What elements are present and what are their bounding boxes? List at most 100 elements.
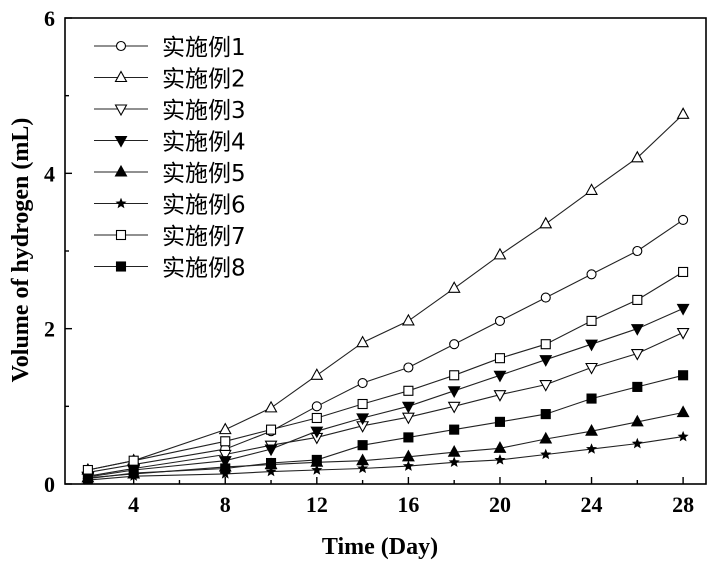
data-point xyxy=(494,249,505,259)
data-point xyxy=(312,402,321,411)
data-point xyxy=(404,363,413,372)
x-axis-title: Time (Day) xyxy=(322,534,438,560)
data-point xyxy=(495,354,504,363)
x-tick-label: 28 xyxy=(672,492,694,517)
y-tick-label: 2 xyxy=(44,317,55,342)
data-point xyxy=(404,386,413,395)
data-point xyxy=(678,304,689,314)
y-tick-label: 4 xyxy=(44,161,55,186)
data-point xyxy=(267,425,276,434)
series-line xyxy=(88,333,683,477)
legend-marker xyxy=(117,42,126,51)
data-point xyxy=(450,425,459,434)
legend-item: 实施例1 xyxy=(94,35,246,61)
legend-label: 实施例2 xyxy=(162,67,246,93)
legend-label: 实施例6 xyxy=(162,193,246,219)
data-point xyxy=(678,108,689,118)
series-line xyxy=(88,413,683,478)
data-point xyxy=(679,267,688,276)
data-point xyxy=(129,456,138,465)
data-point xyxy=(403,315,414,325)
x-tick-label: 16 xyxy=(397,492,419,517)
data-point xyxy=(540,218,551,228)
x-tick-label: 20 xyxy=(489,492,511,517)
legend-label: 实施例4 xyxy=(162,130,246,156)
data-point xyxy=(404,433,413,442)
legend-marker xyxy=(116,166,127,176)
legend-marker xyxy=(116,72,127,82)
y-tick-label: 0 xyxy=(44,472,55,497)
legend-label: 实施例8 xyxy=(162,256,246,282)
data-point xyxy=(450,371,459,380)
data-point xyxy=(83,466,92,475)
data-point xyxy=(450,340,459,349)
data-point xyxy=(449,446,460,456)
data-point xyxy=(587,394,596,403)
x-tick-label: 24 xyxy=(581,492,603,517)
legend-marker xyxy=(117,231,126,240)
data-point xyxy=(541,410,550,419)
legend-label: 实施例5 xyxy=(162,161,246,187)
data-point xyxy=(633,295,642,304)
data-point xyxy=(312,413,321,422)
data-point xyxy=(221,437,230,446)
data-point xyxy=(220,424,231,434)
series-line xyxy=(88,375,683,478)
data-point xyxy=(312,455,321,464)
data-point xyxy=(311,369,322,379)
data-point xyxy=(358,400,367,409)
data-point xyxy=(403,451,414,461)
data-point xyxy=(587,270,596,279)
data-point xyxy=(541,293,550,302)
data-point xyxy=(449,282,460,292)
data-point xyxy=(586,184,597,194)
data-point xyxy=(83,474,92,483)
data-point xyxy=(129,469,138,478)
data-point xyxy=(678,432,688,441)
legend-item: 实施例4 xyxy=(94,130,246,156)
data-point xyxy=(358,379,367,388)
data-point xyxy=(449,457,459,466)
data-point xyxy=(266,402,277,412)
legend-marker xyxy=(116,105,127,115)
x-axis: 4 8 12 16 20 24 28 xyxy=(88,477,694,517)
data-point xyxy=(678,329,689,339)
data-point xyxy=(679,371,688,380)
data-point xyxy=(587,316,596,325)
legend-marker xyxy=(116,199,126,208)
data-point xyxy=(587,444,597,453)
x-tick-label: 8 xyxy=(220,492,231,517)
legend-label: 实施例1 xyxy=(162,35,246,61)
legend-item: 实施例7 xyxy=(94,224,246,250)
data-point xyxy=(221,464,230,473)
data-point xyxy=(541,340,550,349)
data-point xyxy=(678,407,689,417)
legend-label: 实施例7 xyxy=(162,224,246,250)
legend-item: 实施例2 xyxy=(94,67,246,93)
data-point xyxy=(495,455,505,464)
data-point xyxy=(358,441,367,450)
legend-label: 实施例3 xyxy=(162,98,246,124)
legend-marker xyxy=(117,262,126,271)
data-point xyxy=(495,417,504,426)
data-point xyxy=(632,152,643,162)
data-point xyxy=(541,449,551,458)
series-line xyxy=(88,272,683,470)
y-axis-title: Volume of hydrogen (mL) xyxy=(8,118,34,383)
x-tick-label: 4 xyxy=(128,492,139,517)
series-7 xyxy=(83,267,687,474)
data-point xyxy=(633,247,642,256)
data-point xyxy=(633,439,643,448)
legend-item: 实施例5 xyxy=(94,161,246,187)
y-axis: 0246 xyxy=(44,6,72,497)
series-5 xyxy=(82,407,688,482)
legend-item: 实施例8 xyxy=(94,256,246,282)
data-point xyxy=(679,215,688,224)
data-point xyxy=(495,316,504,325)
data-point xyxy=(404,461,414,470)
legend-marker xyxy=(116,137,127,147)
legend: 实施例1 实施例2 实施例3 实施例4 实施例5 实施例6 实施例7 实施例8 xyxy=(94,35,246,282)
x-tick-label: 12 xyxy=(306,492,328,517)
data-point xyxy=(633,382,642,391)
